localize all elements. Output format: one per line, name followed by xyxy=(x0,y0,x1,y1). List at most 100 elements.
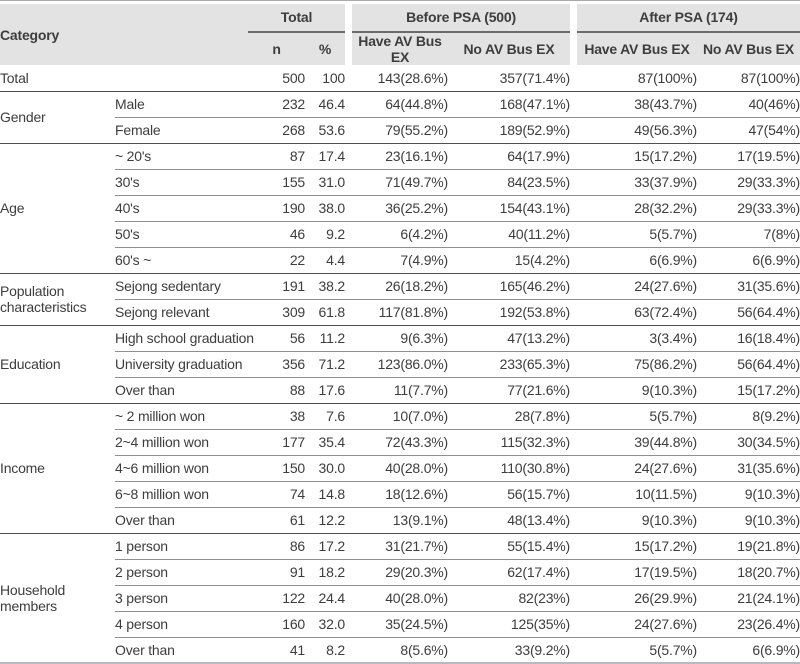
cell-before-have: 18(12.6%) xyxy=(352,481,448,508)
row-label: 30's xyxy=(115,169,248,196)
cell-before-no: 84(23.5%) xyxy=(448,169,570,196)
cell-before-have: 31(21.7%) xyxy=(352,533,448,560)
cell-pct: 61.8 xyxy=(305,299,345,326)
column-gap xyxy=(345,377,352,404)
row-label: Sejong relevant xyxy=(115,299,248,326)
column-gap xyxy=(570,559,577,586)
row-label: High school graduation xyxy=(115,325,254,352)
cell-n: 155 xyxy=(248,169,305,196)
table-row: Age ~ 20's 87 17.4 23(16.1%) 64(17.9%) 1… xyxy=(0,143,800,274)
row-label: 1 person xyxy=(115,533,248,560)
column-gap xyxy=(345,637,352,664)
table-row: University graduation 356 71.2 123(86.0%… xyxy=(0,351,800,378)
category-gender: Gender xyxy=(0,91,115,144)
cell-before-no: 82(23%) xyxy=(448,585,570,612)
cell-n: 177 xyxy=(248,429,305,456)
column-gap xyxy=(570,325,577,352)
column-gap xyxy=(570,585,577,612)
column-gap xyxy=(570,351,577,378)
cell-after-have: 24(27.6%) xyxy=(577,273,697,300)
row-label: 60's ~ xyxy=(115,247,248,274)
row-label: Sejong sedentary xyxy=(115,273,248,300)
row-label: Over than xyxy=(115,377,248,404)
row-label: 4~6 million won xyxy=(115,455,248,482)
cell-n: 309 xyxy=(248,299,305,326)
cell-after-no: 8(9.2%) xyxy=(697,403,800,430)
cell-after-no: 30(34.5%) xyxy=(697,429,800,456)
cell-before-have: 36(25.2%) xyxy=(352,195,448,222)
column-gap xyxy=(570,169,577,196)
table-row: 40's 190 38.0 36(25.2%) 154(43.1%) 28(32… xyxy=(0,195,800,222)
cell-before-have: 79(55.2%) xyxy=(352,117,448,144)
column-gap xyxy=(345,169,352,196)
cell-after-no: 19(21.8%) xyxy=(697,533,800,560)
cell-pct: 7.6 xyxy=(305,403,345,430)
column-gap xyxy=(570,4,577,66)
cell-before-no: 40(11.2%) xyxy=(448,221,570,248)
cell-after-have: 15(17.2%) xyxy=(577,143,697,170)
cell-pct: 24.4 xyxy=(305,585,345,612)
cell-after-no: 21(24.1%) xyxy=(697,585,800,612)
column-gap xyxy=(570,533,577,560)
cell-pct: 9.2 xyxy=(305,221,345,248)
cell-after-no: 31(35.6%) xyxy=(697,455,800,482)
column-gap xyxy=(570,221,577,248)
cell-before-have: 10(7.0%) xyxy=(352,403,448,430)
column-gap xyxy=(570,143,577,170)
cell-pct: 38.0 xyxy=(305,195,345,222)
cell-after-have: 3(3.4%) xyxy=(577,325,697,352)
cell-n: 190 xyxy=(248,195,305,222)
header-row-subcolumns: n % Have AV Bus EX No AV Bus EX Have AV … xyxy=(0,32,800,66)
cell-n: 56 xyxy=(248,325,305,352)
row-label: Total xyxy=(0,65,248,92)
table-row: Sejong relevant 309 61.8 117(81.8%) 192(… xyxy=(0,299,800,326)
cell-before-have: 23(16.1%) xyxy=(352,143,448,170)
cell-pct: 8.2 xyxy=(305,637,345,664)
column-gap xyxy=(570,507,577,534)
cell-pct: 35.4 xyxy=(305,429,345,456)
table-row: Population characteristics Sejong sedent… xyxy=(0,273,800,326)
cell-before-no: 47(13.2%) xyxy=(448,325,570,352)
cell-after-have: 5(5.7%) xyxy=(577,403,697,430)
category-income: Income xyxy=(0,403,115,534)
cell-before-no: 77(21.6%) xyxy=(448,377,570,404)
row-label: 3 person xyxy=(115,585,248,612)
row-label: Over than xyxy=(115,507,248,534)
column-gap xyxy=(570,481,577,508)
cell-after-have: 10(11.5%) xyxy=(577,481,697,508)
cell-before-have: 117(81.8%) xyxy=(352,299,448,326)
column-gap xyxy=(570,195,577,222)
category-education: Education xyxy=(0,325,115,404)
table-row: 30's 155 31.0 71(49.7%) 84(23.5%) 33(37.… xyxy=(0,169,800,196)
cell-n: 46 xyxy=(248,221,305,248)
header-after-have: Have AV Bus EX xyxy=(577,32,697,66)
column-gap xyxy=(345,65,352,92)
cell-after-have: 24(27.6%) xyxy=(577,455,697,482)
header-after-psa-group: After PSA (174) xyxy=(577,4,800,33)
row-label: 4 person xyxy=(115,611,248,638)
cell-before-have: 26(18.2%) xyxy=(352,273,448,300)
column-gap xyxy=(345,351,352,378)
column-gap xyxy=(570,455,577,482)
cell-after-no: 56(64.4%) xyxy=(697,351,800,378)
column-gap xyxy=(345,195,352,222)
cell-n: 232 xyxy=(248,91,305,118)
cell-after-no: 6(6.9%) xyxy=(697,247,800,274)
cell-before-no: 125(35%) xyxy=(448,611,570,638)
column-gap xyxy=(345,507,352,534)
cell-pct: 71.2 xyxy=(305,351,345,378)
cell-before-no: 189(52.9%) xyxy=(448,117,570,144)
column-gap xyxy=(345,325,352,352)
cell-before-no: 154(43.1%) xyxy=(448,195,570,222)
cell-after-no: 56(64.4%) xyxy=(697,299,800,326)
table-row: 3 person 122 24.4 40(28.0%) 82(23%) 26(2… xyxy=(0,585,800,612)
cell-n: 38 xyxy=(248,403,305,430)
cell-after-have: 9(10.3%) xyxy=(577,507,697,534)
column-gap xyxy=(570,611,577,638)
cell-pct: 18.2 xyxy=(305,559,345,586)
cell-before-have: 123(86.0%) xyxy=(352,351,448,378)
table-row: 2~4 million won 177 35.4 72(43.3%) 115(3… xyxy=(0,429,800,456)
cell-after-no: 17(19.5%) xyxy=(697,143,800,170)
cell-before-have: 13(9.1%) xyxy=(352,507,448,534)
